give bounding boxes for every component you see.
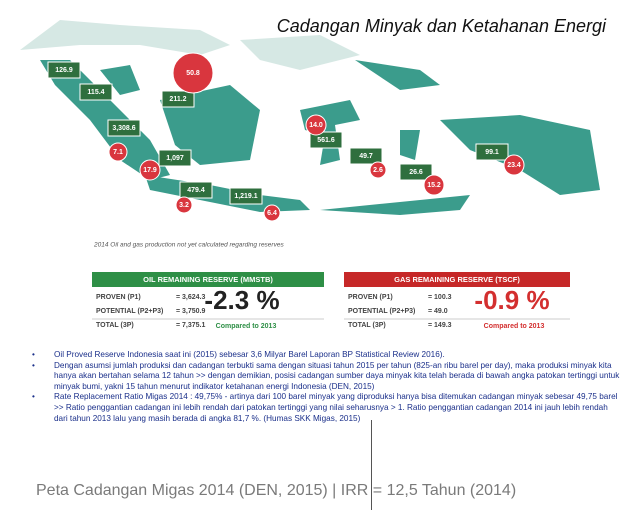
reserve-rows: PROVEN (P1) = 3,624.3 POTENTIAL (P2+P3) = 3…: [96, 294, 452, 329]
gas-marker: [263, 204, 281, 222]
gas-label: 23.4: [507, 162, 521, 169]
oil-label: 1,097: [166, 155, 184, 162]
gas-marker: [172, 52, 214, 94]
gas-label: 6.4: [267, 210, 277, 217]
gas-marker: [503, 154, 525, 176]
gas-marker: [423, 174, 445, 196]
oil-header-bar: [92, 272, 324, 287]
reserve-row-value: = 49.0: [428, 308, 448, 315]
oil-label: 99.1: [485, 149, 499, 156]
oil-marker: [161, 90, 195, 108]
oil-title: OIL REMAINING RESERVE (MMSTB): [143, 275, 273, 284]
gas-comparison: Compared to 2013: [484, 323, 545, 330]
oil-marker: [158, 149, 192, 167]
map-note: 2014 Oil and gas production not yet calc…: [93, 242, 284, 249]
gas-marker: [108, 142, 128, 162]
reserve-row-label: POTENTIAL (P2+P3): [96, 308, 163, 315]
reserve-row-value: = 149.3: [428, 322, 452, 329]
gas-label: 2.6: [373, 167, 383, 174]
gas-change: -0.9 %: [474, 285, 549, 315]
reserve-row-label: TOTAL (3P): [96, 322, 134, 329]
gas-label: 14.0: [309, 122, 323, 129]
gas-marker: [305, 114, 327, 136]
oil-marker: [349, 147, 383, 165]
gas-label: 50.8: [186, 70, 200, 77]
oil-label: 211.2: [169, 96, 186, 103]
oil-reserve-box: OIL REMAINING RESERVE (MMSTB) -2.3 % Com…: [92, 272, 324, 330]
oil-comparison: Compared to 2013: [216, 323, 277, 330]
gas-label: 17.9: [143, 167, 157, 174]
gas-marker: [139, 159, 161, 181]
reserve-row-value: = 7,375.1: [176, 322, 205, 329]
reserve-row-label: TOTAL (3P): [348, 322, 386, 329]
gas-label: 3.2: [179, 202, 189, 209]
oil-label: 561.6: [317, 137, 335, 144]
gas-reserve-box: GAS REMAINING RESERVE (TSCF) -0.9 % Comp…: [344, 272, 570, 330]
map-labels: 126.9 115.4 3,308.6 211.2 1,097 479.4 1,219.1 5…: [47, 52, 525, 222]
oil-marker: [475, 143, 509, 161]
oil-label: 1,219.1: [234, 193, 257, 200]
divider-line: [371, 420, 372, 510]
bullet: Oil Proved Reserve Indonesia saat ini (2…: [30, 350, 620, 361]
reserve-row-value: = 3,624.3: [176, 294, 205, 301]
oil-label: 479.4: [187, 187, 205, 194]
reserve-row-value: = 100.3: [428, 294, 452, 301]
oil-change: -2.3 %: [204, 285, 279, 315]
oil-marker: [179, 181, 213, 199]
gas-header-bar: [344, 272, 570, 287]
bullet-list: Oil Proved Reserve Indonesia saat ini (2…: [30, 350, 620, 424]
oil-marker: [399, 163, 433, 181]
map-infographic: 126.9 115.4 3,308.6 211.2 1,097 479.4 1,219.1 5…: [20, 20, 600, 330]
reserve-row-value: = 3,750.9: [176, 308, 205, 315]
oil-label: 115.4: [87, 89, 104, 96]
footer-caption: Peta Cadangan Migas 2014 (DEN, 2015) | I…: [36, 482, 517, 499]
oil-marker: [229, 187, 263, 205]
bullet: Rate Replacement Ratio Migas 2014 : 49,7…: [30, 392, 620, 424]
slide-title: Cadangan Minyak dan Ketahanan Energi: [276, 16, 606, 36]
reserve-row-label: PROVEN (P1): [96, 294, 141, 301]
oil-label: 126.9: [55, 67, 73, 74]
oil-label: 49.7: [359, 153, 373, 160]
gas-marker: [175, 196, 193, 214]
gas-label: 7.1: [113, 149, 123, 156]
gas-label: 15.2: [427, 182, 441, 189]
oil-marker: [107, 119, 141, 137]
oil-label: 3,308.6: [112, 125, 135, 132]
bullet: Dengan asumsi jumlah produksi dan cadang…: [30, 361, 620, 393]
gas-title: GAS REMAINING RESERVE (TSCF): [394, 275, 520, 284]
reserve-row-label: POTENTIAL (P2+P3): [348, 308, 415, 315]
oil-marker: [79, 83, 113, 101]
oil-label: 26.6: [409, 169, 423, 176]
oil-marker: [309, 131, 343, 149]
oil-marker: [47, 61, 81, 79]
reserve-row-label: PROVEN (P1): [348, 294, 393, 301]
gas-marker: [369, 161, 387, 179]
